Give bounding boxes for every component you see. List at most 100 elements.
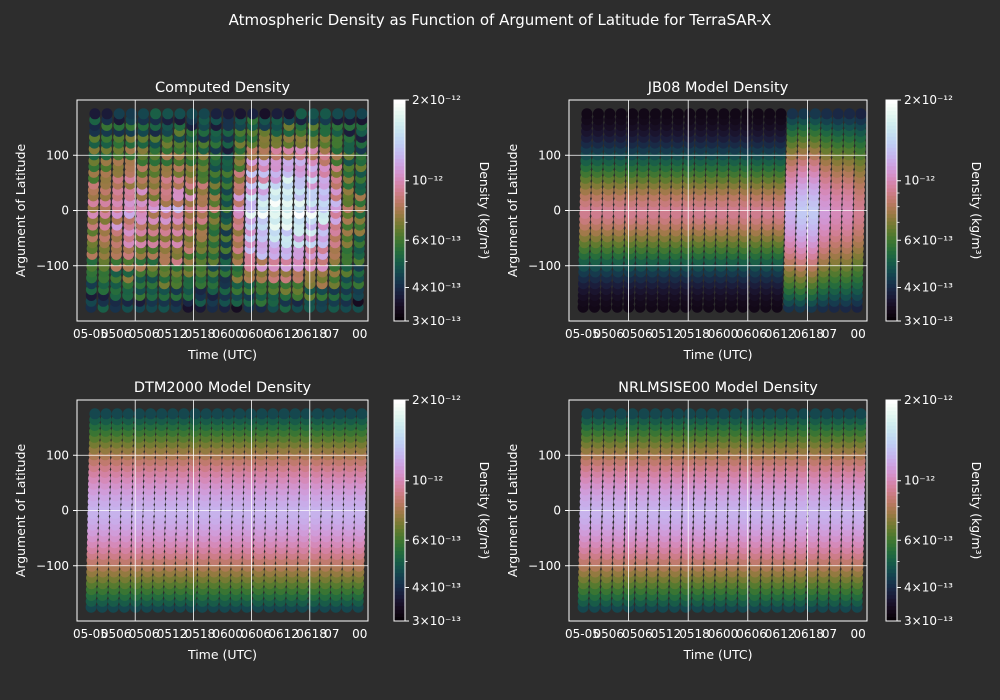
data-point <box>821 108 833 120</box>
colorbar-segment <box>394 580 405 585</box>
colorbar-segment <box>394 228 405 234</box>
colorbar-label: Density (kg/m³) <box>477 462 492 560</box>
colorbar-segment <box>394 525 405 530</box>
colorbar-label: Density (kg/m³) <box>969 462 984 560</box>
colorbar-segment <box>394 100 405 105</box>
colorbar-segment <box>394 584 405 589</box>
colorbar-segment <box>886 181 897 186</box>
panel-title: JB08 Model Density <box>647 80 789 96</box>
colorbar-segment <box>886 169 897 175</box>
colorbar-segment <box>886 510 897 515</box>
colorbar-segment <box>886 436 897 442</box>
x-tick-label: 0600 <box>708 627 739 641</box>
colorbar-segment <box>886 447 897 453</box>
x-tick-label: 0518 <box>185 327 216 341</box>
colorbar-segment <box>886 114 897 120</box>
colorbar-segment <box>394 514 405 519</box>
colorbar-segment <box>394 495 405 501</box>
data-point <box>764 408 776 420</box>
x-axis-label: Time (UTC) <box>682 347 752 362</box>
colorbar-tick-label: 3×10⁻¹³ <box>904 614 953 628</box>
data-point <box>186 108 198 120</box>
data-point <box>752 408 764 420</box>
colorbar-segment <box>394 214 405 219</box>
data-point <box>638 108 650 120</box>
colorbar-segment <box>886 313 897 318</box>
colorbar-segment <box>886 269 897 274</box>
colorbar-segment <box>394 177 405 182</box>
panel-title: NRLMSISE00 Model Density <box>618 380 818 396</box>
data-point <box>695 408 707 420</box>
colorbar-segment <box>886 573 897 578</box>
colorbar-segment <box>886 403 897 408</box>
panel-2: −100010005-05050605060512051806000606061… <box>505 80 984 362</box>
colorbar-segment <box>394 562 405 567</box>
data-point <box>764 108 776 120</box>
panel-1: −100010005-05050605060512051806000606061… <box>13 80 492 362</box>
data-point <box>125 108 137 120</box>
x-tick-label: 0606 <box>736 327 767 341</box>
colorbar-segment <box>886 247 897 252</box>
colorbar-segment <box>394 521 405 526</box>
colorbar-segment <box>394 236 405 241</box>
data-point <box>844 108 855 120</box>
colorbar-segment <box>886 521 897 526</box>
colorbar-segment <box>886 298 897 304</box>
colorbar-segment <box>886 547 897 552</box>
colorbar-segment <box>886 440 897 445</box>
colorbar-segment <box>394 455 405 460</box>
x-axis-label: Time (UTC) <box>682 647 752 662</box>
colorbar-segment <box>886 554 897 559</box>
colorbar-segment <box>394 503 405 508</box>
data-point <box>684 108 696 120</box>
colorbar-segment <box>394 414 405 420</box>
colorbar-segment <box>394 499 405 504</box>
data-point <box>256 408 268 420</box>
colorbar-segment <box>394 403 405 408</box>
data-point <box>592 408 604 420</box>
colorbar-tick-label: 10⁻¹² <box>412 474 443 488</box>
colorbar-segment <box>886 111 897 116</box>
colorbar-segment <box>886 129 897 134</box>
colorbar-segment <box>394 169 405 175</box>
colorbar-segment <box>886 495 897 501</box>
colorbar-segment <box>886 466 897 471</box>
x-tick-label: 0506 <box>129 627 160 641</box>
data-point <box>661 108 673 120</box>
x-tick-label: 0606 <box>736 627 767 641</box>
colorbar-segment <box>394 539 405 545</box>
y-tick-label: −100 <box>528 259 561 273</box>
colorbar-tick-label: 4×10⁻¹³ <box>904 280 953 294</box>
x-tick-label: 05-05 <box>565 327 600 341</box>
colorbar-segment <box>886 151 897 156</box>
x-tick-label: 0618 <box>296 627 327 641</box>
colorbar-segment <box>886 551 897 556</box>
colorbar-segment <box>394 602 405 607</box>
top-mask <box>555 380 881 400</box>
colorbar-segment <box>394 243 405 248</box>
data-point <box>345 408 357 420</box>
colorbar-segment <box>394 265 405 271</box>
colorbar-segment <box>886 499 897 504</box>
panel-4: −100010005-05050605060512051806000606061… <box>505 380 984 662</box>
colorbar-segment <box>886 481 897 486</box>
data-point <box>162 108 174 120</box>
colorbar-segment <box>394 147 405 153</box>
colorbar-segment <box>394 606 405 611</box>
colorbar-segment <box>394 613 405 618</box>
colorbar-tick-label: 4×10⁻¹³ <box>904 580 953 594</box>
colorbar-segment <box>394 158 405 164</box>
data-point <box>271 108 283 120</box>
data-point <box>332 108 344 120</box>
data-point <box>707 408 718 420</box>
colorbar-segment <box>886 295 897 300</box>
colorbar-segment <box>394 133 405 138</box>
colorbar-segment <box>886 254 897 259</box>
colorbar-segment <box>394 444 405 449</box>
x-axis-label: Time (UTC) <box>187 347 257 362</box>
data-point <box>344 108 356 120</box>
colorbar-segment <box>394 251 405 256</box>
x-tick-label: 0506 <box>622 327 653 341</box>
data-point <box>672 108 684 120</box>
